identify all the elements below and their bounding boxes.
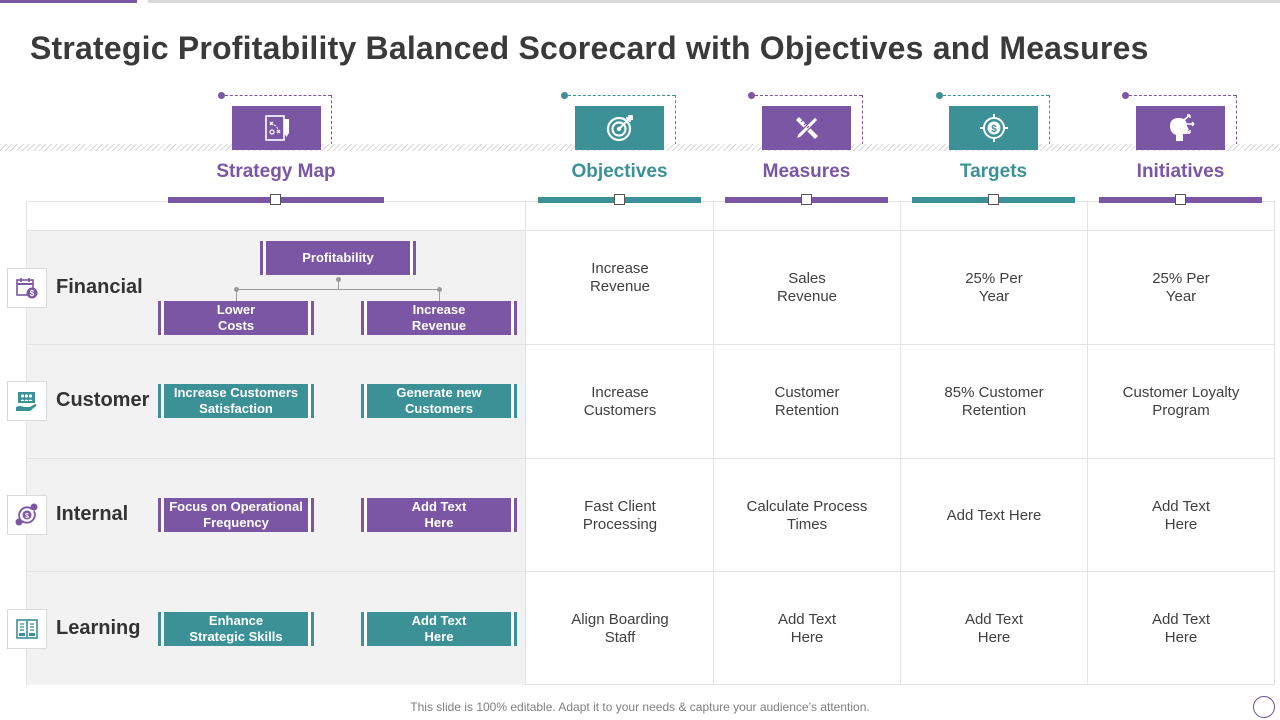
header-measures: Measures [762,161,851,182]
svg-text:$: $ [30,289,35,298]
calendar-dollar-icon: $ [7,268,47,308]
top-accent-bar [0,0,137,3]
cell-initiative: 25% Per Year [1152,269,1210,305]
header-targets: Targets [959,161,1028,182]
grid-line [900,201,901,685]
page-title: Strategic Profitability Balanced Scoreca… [30,30,1149,66]
tree-line [338,279,339,289]
map-box-add-text: Add Text Here [361,498,517,532]
map-box-label: Lower Costs [216,302,256,333]
svg-text:$: $ [991,124,997,135]
header-bar-knob [1175,194,1186,205]
cell-initiative: Customer Loyalty Program [1122,383,1240,419]
strategy-document-icon [232,106,321,150]
header-initiatives: Initiatives [1136,161,1225,182]
map-box-label: Add Text Here [411,613,467,644]
map-box-label: Increase Revenue [411,302,467,333]
header-bar-knob [270,194,281,205]
head-arrows-icon [1136,106,1225,150]
header-bar-knob [988,194,999,205]
tree-line [236,289,439,290]
map-box-lower-costs: Lower Costs [158,301,314,335]
map-box-label: Profitability [302,250,374,265]
cell-initiative: Add Text Here [1151,610,1211,646]
cell-objective: Align Boarding Staff [571,610,669,646]
connector-line [862,95,863,150]
grid-line [26,571,1275,572]
connector-dot [748,92,755,99]
map-box-increase-customers-satisfaction: Increase Customers Satisfaction [158,384,314,418]
connector-dot [561,92,568,99]
tree-line [236,289,237,301]
category-customer: Customer [56,389,150,411]
map-box-enhance-strategic-skills: Enhance Strategic Skills [158,612,314,646]
cell-objective: Fast Client Processing [582,497,658,533]
cell-target: 85% Customer Retention [944,383,1044,419]
cell-objective: Increase Customers [583,383,657,419]
cell-target: Add Text Here [964,610,1024,646]
grid-line [525,201,526,685]
process-cycle-icon: $ [7,495,47,535]
connector-line [943,95,1049,96]
category-financial: Financial [56,276,143,298]
map-box-label: Generate new Customers [396,385,482,416]
cell-objective: Increase Revenue [589,259,651,295]
cell-measure: Customer Retention [774,383,840,419]
map-box-profitability: Profitability [260,241,416,275]
map-box-label: Enhance Strategic Skills [189,613,283,644]
connector-line [568,95,675,96]
map-box-focus-operational-frequency: Focus on Operational Frequency [158,498,314,532]
grid-line [26,344,1275,345]
category-internal: Internal [56,503,129,525]
map-box-add-text: Add Text Here [361,612,517,646]
map-box-label: Focus on Operational Frequency [169,499,303,530]
cell-initiative: Add Text Here [1151,497,1211,533]
map-box-label: Add Text Here [411,499,467,530]
map-box-label: Increase Customers Satisfaction [173,385,299,416]
corner-circle-icon [1253,696,1275,718]
grid-line [26,458,1275,459]
book-icon [7,609,47,649]
connector-dot [936,92,943,99]
top-divider-bar [148,0,1280,3]
grid-line [713,201,714,685]
connector-line [225,95,331,96]
grid-line [1087,201,1088,685]
connector-line [1236,95,1237,150]
dollar-target-icon: $ [949,106,1038,150]
header-objectives: Objectives [571,161,668,182]
connector-line [1049,95,1050,150]
connector-dot [218,92,225,99]
cell-target: Add Text Here [946,506,1042,524]
cell-measure: Sales Revenue [776,269,838,305]
map-box-increase-revenue: Increase Revenue [361,301,517,335]
connector-line [1129,95,1236,96]
cell-measure: Calculate Process Times [746,497,868,533]
cell-measure: Add Text Here [777,610,837,646]
connector-line [755,95,862,96]
header-bar-knob [801,194,812,205]
connector-dot [1122,92,1129,99]
header-strategy-map: Strategy Map [216,161,336,182]
customers-hand-icon [7,381,47,421]
connector-line [675,95,676,150]
grid-line [26,230,1275,231]
tree-line [439,289,440,301]
category-learning: Learning [56,617,141,639]
svg-text:$: $ [25,513,29,520]
target-arrow-icon [575,106,664,150]
cell-target: 25% Per Year [965,269,1023,305]
connector-line [331,95,332,150]
map-box-generate-new-customers: Generate new Customers [361,384,517,418]
pencil-ruler-icon [762,106,851,150]
footer-note: This slide is 100% editable. Adapt it to… [410,700,870,714]
header-bar-knob [614,194,625,205]
